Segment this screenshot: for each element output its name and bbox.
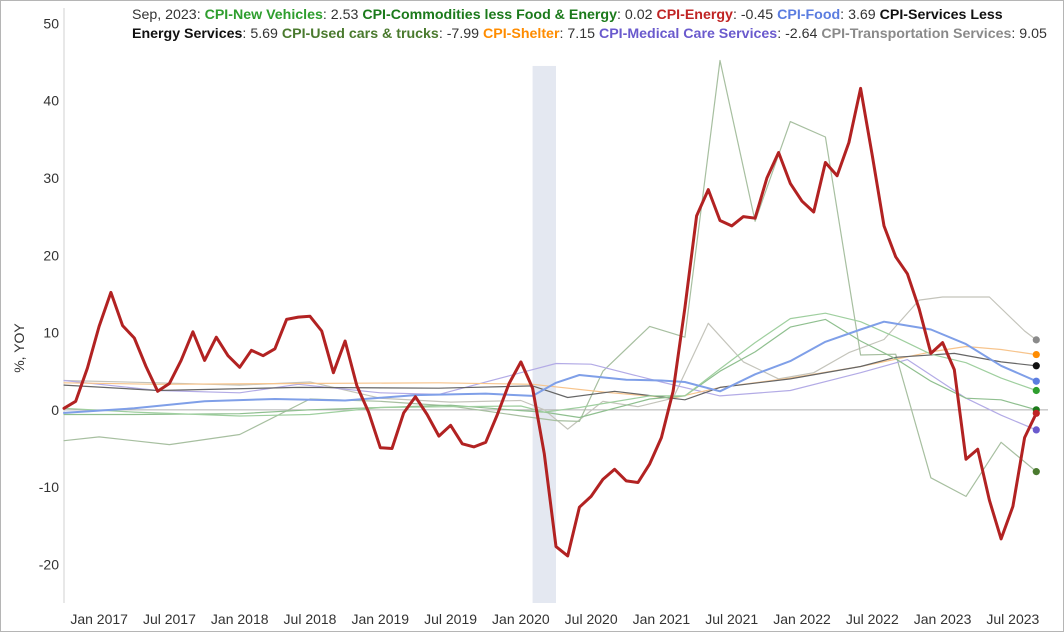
series-line-2 <box>62 86 1038 558</box>
legend-series-value: 9.05 <box>1019 26 1047 42</box>
tick-labels: -20 -10 0 10 20 30 40 50 Jan 2017 Jul 2017 Jan 201… <box>39 15 1040 627</box>
x-tick-label: Jul 2021 <box>705 611 758 627</box>
legend-entry: CPI-New Vehicles: 2.53 <box>204 7 359 23</box>
x-tick-label: Jan 2023 <box>914 611 972 627</box>
legend-series-name: CPI-New Vehicles <box>204 7 323 23</box>
series-end-dot-8 <box>1032 336 1040 344</box>
legend-entry: CPI-Transportation Services: 9.05 <box>821 26 1047 42</box>
legend-series-name: CPI-Used cars & trucks <box>281 26 439 42</box>
legend-series-name: CPI-Services Less Energy Services <box>132 7 1003 42</box>
x-tick-label: Jul 2022 <box>846 611 899 627</box>
legend-series-value: 2.53 <box>330 7 359 23</box>
x-tick-label: Jan 2020 <box>492 611 550 627</box>
legend-series-name: CPI-Commodities less Food & Energy <box>362 7 617 23</box>
series-end-dot-6 <box>1032 350 1040 359</box>
legend-series-value: -0.45 <box>740 7 774 23</box>
legend-series-value: 7.15 <box>567 26 595 42</box>
x-tick-label: Jan 2019 <box>351 611 409 627</box>
legend-entry: CPI-Medical Care Services: -2.64 <box>598 26 818 42</box>
legend-series-name: CPI-Energy <box>656 7 733 23</box>
y-tick-label: 40 <box>43 93 59 109</box>
series-line-6 <box>63 345 1037 399</box>
series-end-dot-3 <box>1032 377 1040 385</box>
series-end-dot-7 <box>1032 426 1040 434</box>
series-end-dot-2 <box>1032 409 1040 417</box>
legend: Sep, 2023: CPI-New Vehicles: 2.53 CPI-Co… <box>132 7 1047 42</box>
series-end-dot-0 <box>1032 386 1040 395</box>
y-tick-label: 50 <box>43 15 59 31</box>
legend-entry: CPI-Commodities less Food & Energy: 0.02 <box>362 7 653 23</box>
legend-date: Sep, 2023 <box>132 7 197 23</box>
y-tick-label: 20 <box>43 247 59 263</box>
series-lines <box>62 59 1038 558</box>
y-tick-label: 0 <box>51 402 59 418</box>
x-tick-label: Jul 2019 <box>424 611 477 627</box>
recession-band <box>532 65 556 604</box>
series-end-markers <box>1032 336 1040 476</box>
legend-series-value: -2.64 <box>785 26 818 42</box>
legend-series-name: CPI-Medical Care Services <box>598 26 778 42</box>
y-axis-label: %, YOY <box>11 323 27 373</box>
legend-series-value: -7.99 <box>446 26 480 42</box>
x-tick-label: Jan 2018 <box>211 611 269 627</box>
legend-entry: CPI-Energy: -0.45 <box>656 7 774 23</box>
legend-series-name: CPI-Shelter <box>483 26 560 42</box>
recession-band-rect <box>532 65 556 604</box>
x-tick-label: Jul 2020 <box>565 611 618 627</box>
series-line-7 <box>63 359 1037 431</box>
x-tick-label: Jul 2023 <box>986 611 1039 627</box>
legend-entry: CPI-Food: 3.69 <box>777 7 876 23</box>
axes <box>63 8 1048 603</box>
x-tick-label: Jan 2021 <box>633 611 691 627</box>
series-line-0 <box>63 312 1037 417</box>
series-end-dot-4 <box>1032 362 1040 370</box>
x-tick-label: Jan 2017 <box>70 611 128 627</box>
x-tick-label: Jan 2022 <box>773 611 831 627</box>
legend-entry: CPI-Used cars & trucks: -7.99 <box>281 26 480 42</box>
legend-series-value: 5.69 <box>250 26 278 42</box>
legend-series-name: CPI-Transportation Services <box>821 26 1012 42</box>
legend-entry: CPI-Shelter: 7.15 <box>483 26 595 42</box>
legend-series-name: CPI-Food <box>777 7 841 23</box>
x-tick-label: Jul 2017 <box>143 611 196 627</box>
legend-entry: CPI-Services Less Energy Services: 5.69 <box>132 7 1003 42</box>
y-tick-label: 30 <box>43 170 59 186</box>
y-tick-label: -10 <box>39 479 59 495</box>
legend-series-value: 0.02 <box>624 7 653 23</box>
series-end-dot-5 <box>1032 468 1040 476</box>
y-tick-label: -20 <box>39 556 59 572</box>
y-tick-label: 10 <box>43 325 59 341</box>
x-tick-label: Jul 2018 <box>284 611 337 627</box>
legend-series-value: 3.69 <box>848 7 876 23</box>
